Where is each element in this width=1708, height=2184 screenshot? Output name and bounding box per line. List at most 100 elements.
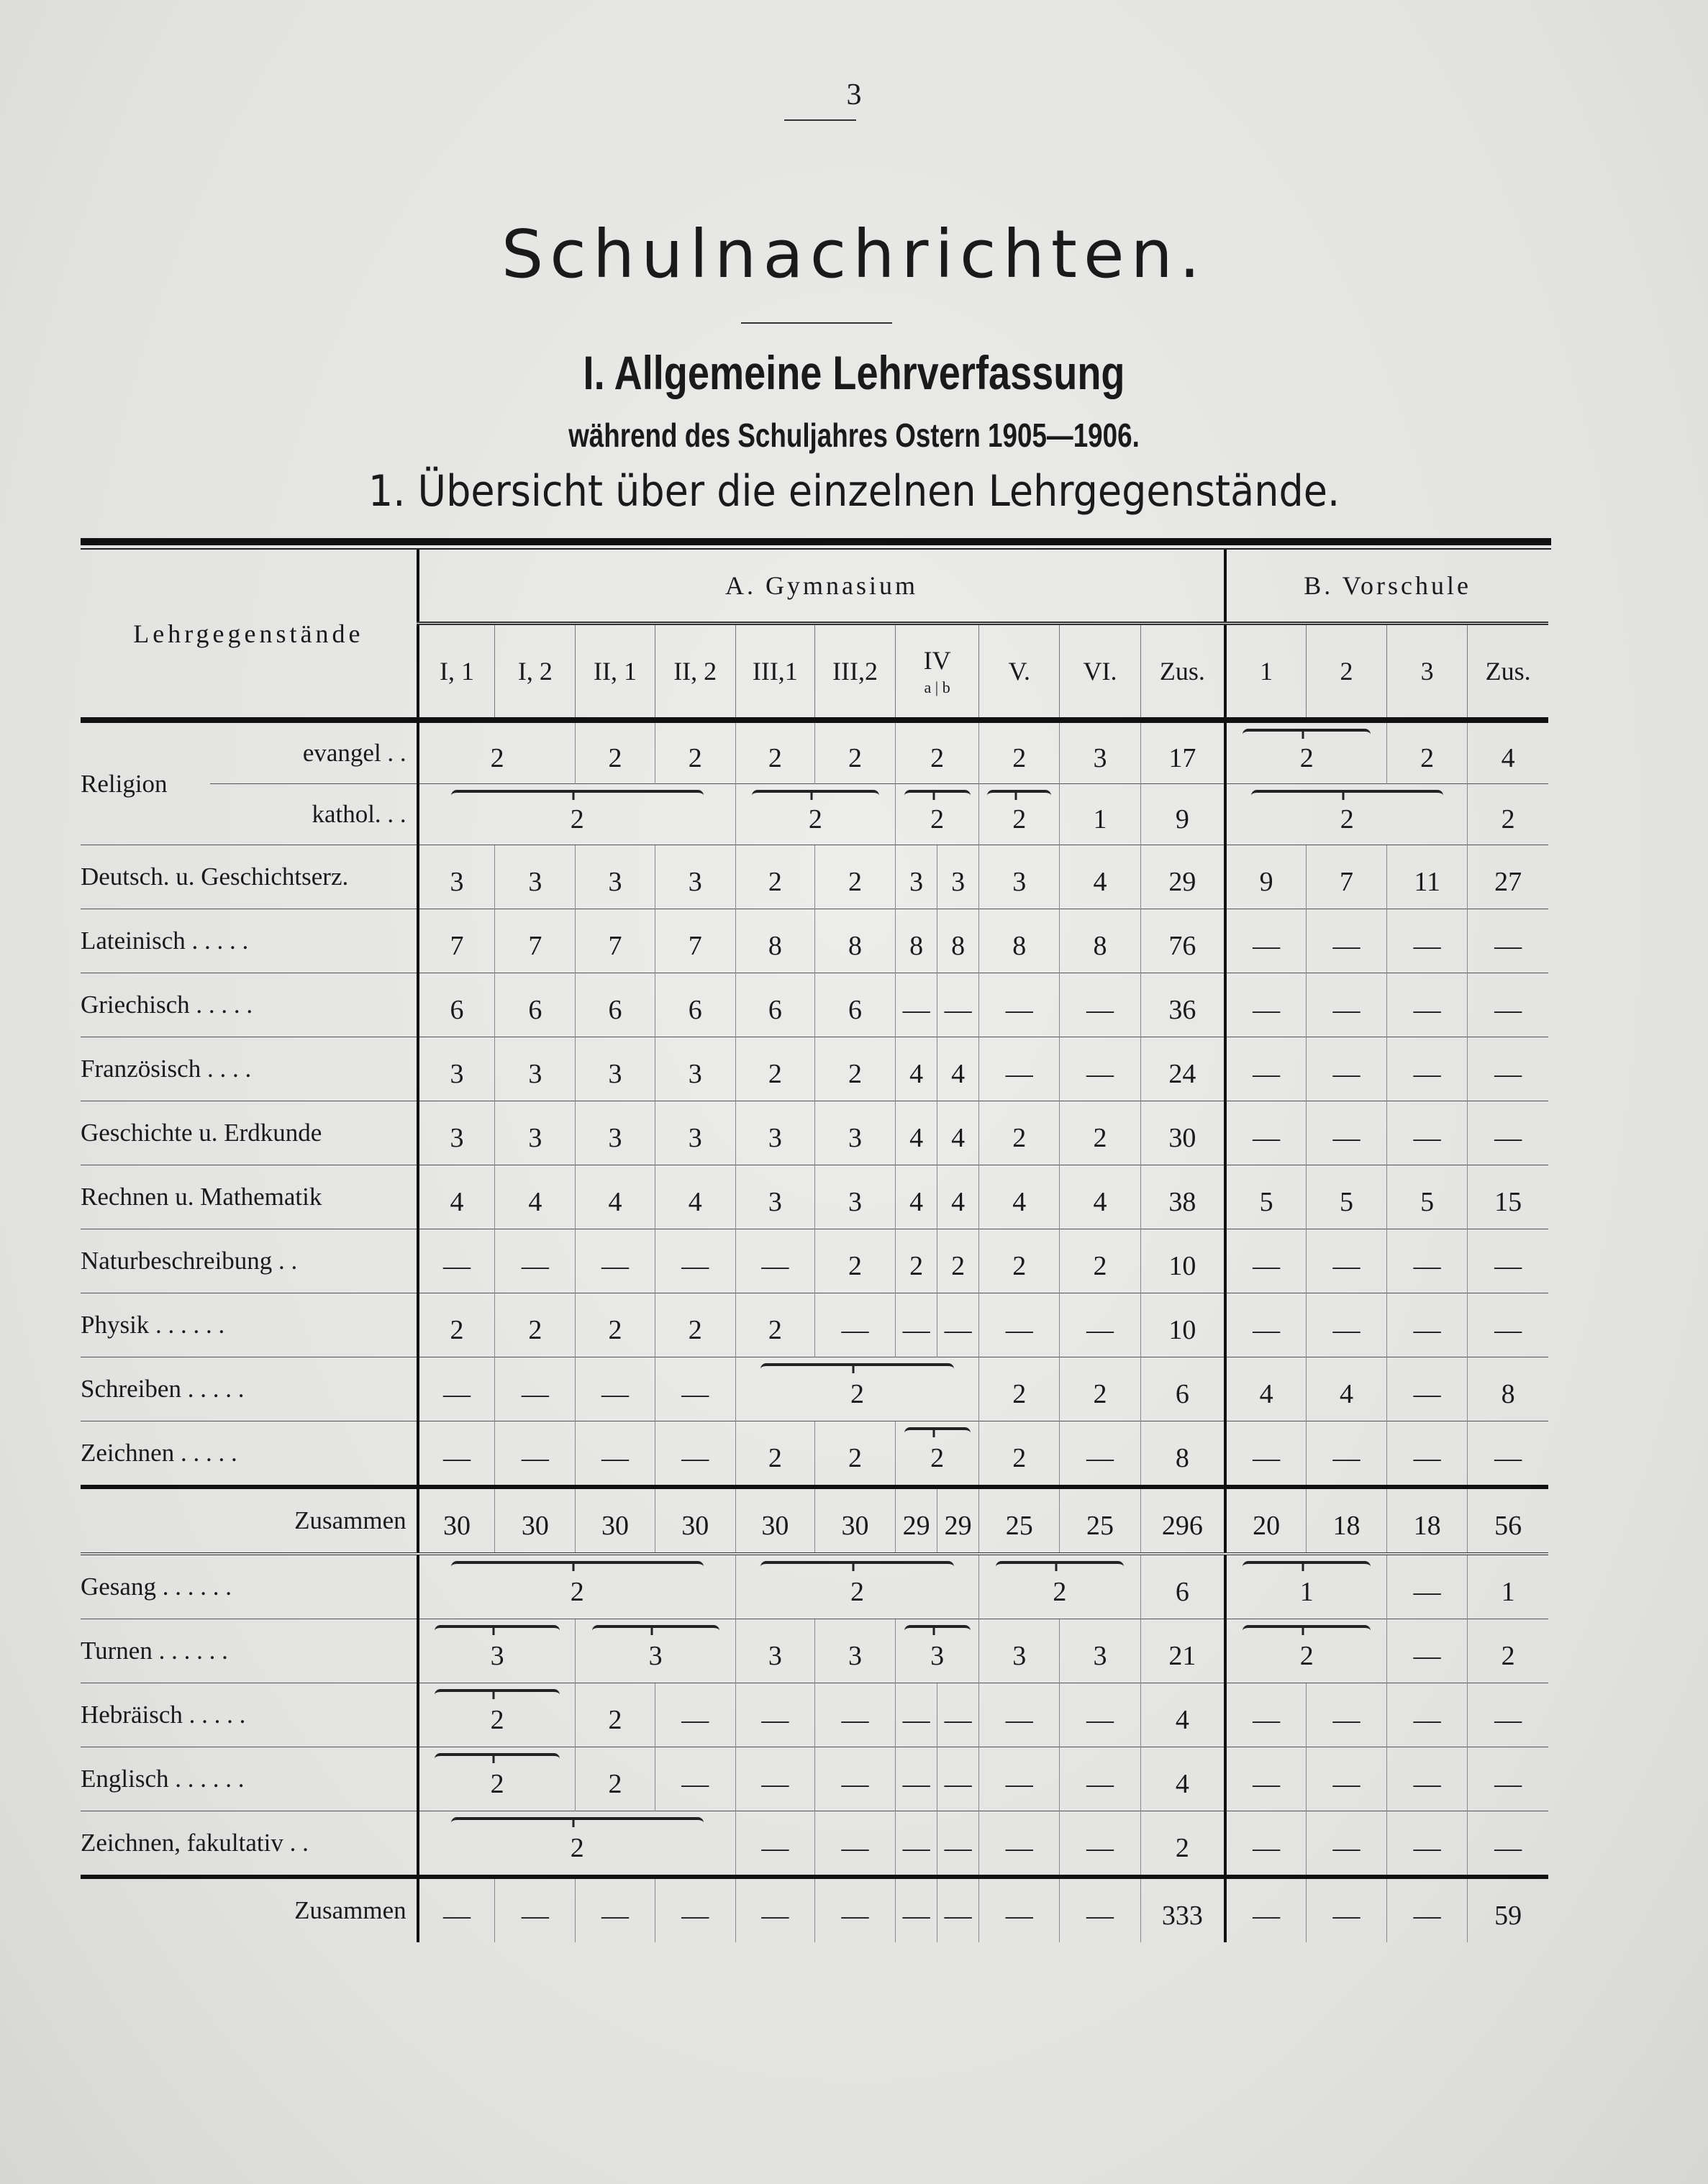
table-cell: 3 bbox=[654, 1037, 736, 1101]
cell-value: 24 bbox=[1168, 1059, 1196, 1089]
table-cell: 6 bbox=[417, 973, 495, 1037]
table-row: Schreiben . . . . . — — — — 2 2 2 6 4 4 — 8 bbox=[81, 1357, 1548, 1421]
cell-value: 4 bbox=[1093, 1187, 1107, 1217]
cell-value: 5 bbox=[1420, 1187, 1435, 1217]
table-cell: 6 bbox=[1140, 1357, 1226, 1421]
table-cell: — bbox=[654, 1357, 736, 1421]
table-cell: — bbox=[1386, 1811, 1468, 1877]
cell-value: 3 bbox=[768, 1123, 782, 1153]
table-cell: 5 bbox=[1305, 1165, 1387, 1229]
table-cell: 8 bbox=[1140, 1421, 1226, 1487]
table-cell: — bbox=[814, 1747, 896, 1811]
table-cell: 56 bbox=[1467, 1485, 1548, 1554]
cell-value: 30 bbox=[601, 1511, 630, 1541]
table-row: Turnen . . . . . . 3 3 3 3 3 3 3 21 2 — 2 bbox=[81, 1619, 1548, 1683]
table-cell: 3 bbox=[814, 1165, 896, 1229]
table-cell: 4 bbox=[654, 1165, 736, 1229]
table-cell: — bbox=[1305, 1421, 1387, 1487]
cell-value: 2 bbox=[808, 804, 822, 834]
table-cell: 3 bbox=[575, 1037, 655, 1101]
cell-value: 8 bbox=[1012, 931, 1027, 961]
table-cell: 4 bbox=[1305, 1357, 1387, 1421]
table-cell: — bbox=[1467, 1101, 1548, 1165]
cell-value: 3 bbox=[951, 867, 966, 897]
cell-value: — bbox=[601, 1251, 630, 1281]
table-cell: 2 bbox=[814, 1229, 896, 1293]
table-cell: 3 bbox=[814, 1101, 896, 1165]
cell-value: 2 bbox=[1012, 804, 1027, 834]
curriculum-table: Lehrgegenstände A. Gymnasium B. Vorschul… bbox=[81, 538, 1551, 1942]
table-cell: 2 bbox=[417, 1811, 736, 1877]
cell-value: — bbox=[841, 1769, 869, 1799]
table-cell: — bbox=[1059, 1293, 1141, 1357]
cell-value: 4 bbox=[528, 1187, 542, 1217]
row-label: Rechnen u. Mathematik bbox=[81, 1165, 419, 1229]
cell-value: 2 bbox=[1501, 1641, 1515, 1671]
table-row: Griechisch . . . . . 6 6 6 6 6 6 — — — — 36 — — — — bbox=[81, 973, 1548, 1037]
table-cell: — bbox=[1224, 1875, 1307, 1942]
table-cell: — bbox=[735, 1747, 815, 1811]
cell-value: — bbox=[841, 1315, 869, 1345]
cell-value: 7 bbox=[528, 931, 542, 961]
cell-value: — bbox=[1005, 1769, 1033, 1799]
table-cell: 9 bbox=[1224, 845, 1307, 909]
table-cell: 7 bbox=[1305, 845, 1387, 909]
cell-value: 7 bbox=[688, 931, 702, 961]
table-cell: 2 bbox=[937, 1229, 979, 1293]
brace-icon bbox=[450, 790, 704, 800]
brace-icon bbox=[987, 790, 1052, 800]
cell-value: 8 bbox=[1093, 931, 1107, 961]
cell-value: 10 bbox=[1168, 1315, 1196, 1345]
cell-value: — bbox=[761, 1901, 789, 1931]
cell-value: — bbox=[1086, 1705, 1114, 1735]
table-cell: — bbox=[1386, 1293, 1468, 1357]
table-cell: 3 bbox=[735, 1165, 815, 1229]
table-cell: — bbox=[1224, 1421, 1307, 1487]
table-cell: 3 bbox=[735, 1101, 815, 1165]
table-cell: 2 bbox=[417, 783, 736, 845]
table-cell: — bbox=[1386, 1875, 1468, 1942]
table-cell: 4 bbox=[937, 1165, 979, 1229]
group-b-header: B. Vorschule bbox=[1224, 550, 1548, 624]
cell-value: — bbox=[1332, 1833, 1361, 1863]
table-cell: 2 bbox=[1467, 1619, 1548, 1683]
page-number: 3 bbox=[846, 78, 862, 112]
table-row: Zusammen — — — — — — — — — — 333 — — — 59 bbox=[81, 1875, 1548, 1942]
cell-value: — bbox=[1086, 1443, 1114, 1473]
table-cell: 333 bbox=[1140, 1875, 1226, 1942]
table-cell: — bbox=[814, 1811, 896, 1877]
table-row: Zeichnen . . . . . — — — — 2 2 2 2 — 8 — — — — bbox=[81, 1421, 1548, 1487]
table-cell: 27 bbox=[1467, 845, 1548, 909]
cell-value: — bbox=[944, 1315, 972, 1345]
row-label: Zusammen bbox=[81, 1485, 419, 1554]
table-row: Naturbeschreibung . . — — — — —2 2 2 2 2 10— — — — bbox=[81, 1229, 1548, 1293]
table-cell: — bbox=[1386, 973, 1468, 1037]
table-cell: — bbox=[1386, 1683, 1468, 1747]
table-cell: 2 bbox=[1059, 1101, 1141, 1165]
cell-value: — bbox=[442, 1443, 471, 1473]
table-cell: 4 bbox=[978, 1165, 1060, 1229]
cell-value: — bbox=[1253, 1833, 1281, 1863]
brace-icon bbox=[1243, 1625, 1371, 1635]
table-cell: 2 bbox=[1140, 1811, 1226, 1877]
cell-value: 3 bbox=[450, 1059, 464, 1089]
cell-value: 2 bbox=[930, 804, 945, 834]
cell-value: 4 bbox=[1012, 1187, 1027, 1217]
table-cell: — bbox=[1305, 973, 1387, 1037]
table-cell: 25 bbox=[978, 1485, 1060, 1554]
cell-value: — bbox=[761, 1833, 789, 1863]
cell-value: — bbox=[841, 1901, 869, 1931]
table-cell: 2 bbox=[1224, 717, 1387, 784]
cell-value: 8 bbox=[951, 931, 966, 961]
cell-value: — bbox=[1332, 1705, 1361, 1735]
table-cell: — bbox=[978, 1811, 1060, 1877]
cell-value: 3 bbox=[930, 1641, 945, 1671]
table-cell: 2 bbox=[735, 845, 815, 909]
cell-value: 3 bbox=[768, 1187, 782, 1217]
table-cell: 2 bbox=[1059, 1357, 1141, 1421]
cell-value: — bbox=[1413, 1641, 1441, 1671]
table-cell: 2 bbox=[417, 717, 576, 784]
cell-value: — bbox=[1086, 1833, 1114, 1863]
table-cell: — bbox=[814, 1875, 896, 1942]
cell-value: — bbox=[601, 1901, 630, 1931]
